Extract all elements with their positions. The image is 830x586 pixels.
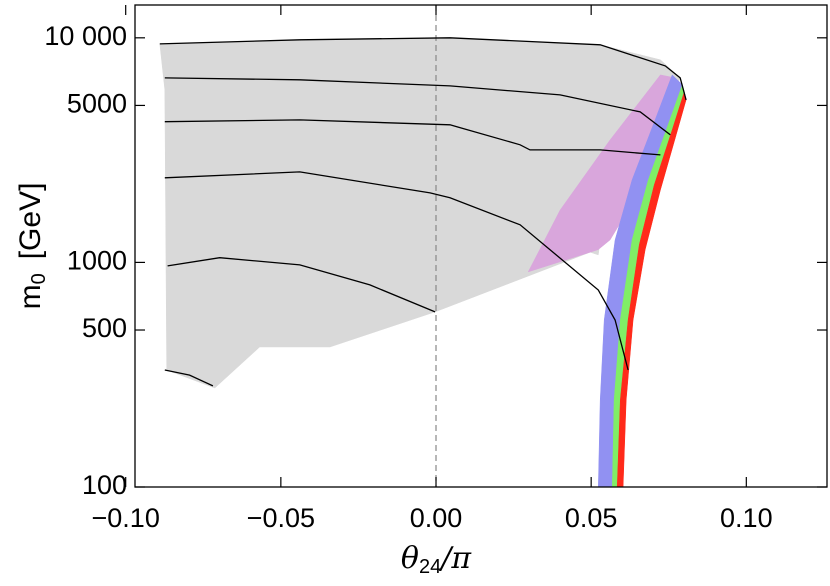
y-tick-label: 10 000 [44,21,127,51]
contour-line [164,369,214,387]
y-label-subscript: 0 [28,273,50,284]
contour-line [164,119,661,156]
y-axis-label: m0 [GeV] [14,183,50,310]
x-tick-label: 0.00 [410,503,463,533]
plot-frame [134,4,828,488]
x-axis-label: θ24/π [401,541,472,578]
x-tick-label: 0.05 [565,503,618,533]
x-label-rest: /π [438,541,472,576]
contour-line [164,171,629,371]
contour-line [159,37,687,101]
y-label-rest: [GeV] [14,183,47,260]
x-label-symbol: θ [401,541,419,576]
contour-line [167,257,436,313]
x-label-subscript: 24 [419,556,441,578]
x-tick-label: −0.05 [247,503,315,533]
x-tick-label: −0.10 [92,503,160,533]
contour-line [164,77,671,136]
y-tick-label: 100 [82,470,127,500]
y-tick-label: 5000 [67,89,127,119]
y-tick-label: 500 [82,313,127,343]
y-label-symbol: m [14,284,47,309]
y-tick-label: 1000 [67,246,127,276]
x-tick-label: 0.10 [720,503,773,533]
